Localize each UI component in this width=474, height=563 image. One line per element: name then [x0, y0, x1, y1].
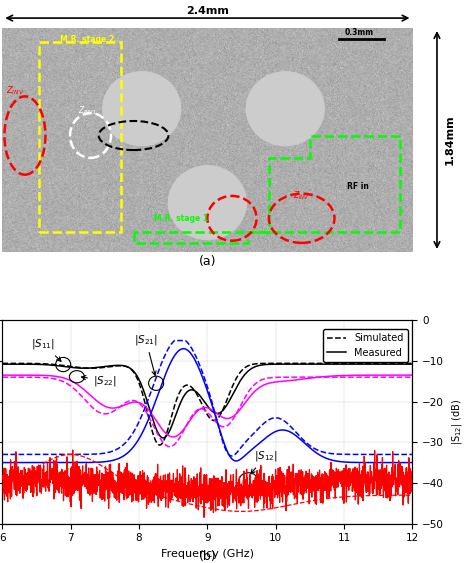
Ellipse shape: [246, 72, 324, 146]
Y-axis label: |S$_{12}$| (dB): |S$_{12}$| (dB): [449, 399, 464, 445]
Text: 2.4mm: 2.4mm: [186, 6, 229, 16]
X-axis label: Frequency (GHz): Frequency (GHz): [161, 549, 254, 559]
Text: $Z_{INV}$: $Z_{INV}$: [293, 189, 310, 202]
Text: 1.84mm: 1.84mm: [445, 115, 455, 166]
Text: $Z_{INV}$: $Z_{INV}$: [7, 84, 25, 96]
Ellipse shape: [168, 166, 246, 240]
Text: $Z_{INV1}$: $Z_{INV1}$: [78, 104, 98, 117]
Legend: Simulated, Measured: Simulated, Measured: [323, 329, 408, 362]
Text: $|S_{22}|$: $|S_{22}|$: [82, 374, 117, 388]
Text: 0.3mm: 0.3mm: [345, 28, 374, 37]
Text: (b): (b): [199, 550, 216, 563]
Text: $|S_{21}|$: $|S_{21}|$: [134, 333, 158, 376]
Text: M.R. stage 2: M.R. stage 2: [60, 34, 114, 43]
Text: $|S_{12}|$: $|S_{12}|$: [251, 449, 277, 473]
Text: RF in: RF in: [347, 182, 369, 191]
Ellipse shape: [103, 72, 181, 146]
Text: M.R. stage 1: M.R. stage 1: [154, 213, 208, 222]
Text: (a): (a): [199, 255, 216, 269]
Bar: [39, 42, 121, 232]
Text: $|S_{11}|$: $|S_{11}|$: [31, 337, 61, 361]
